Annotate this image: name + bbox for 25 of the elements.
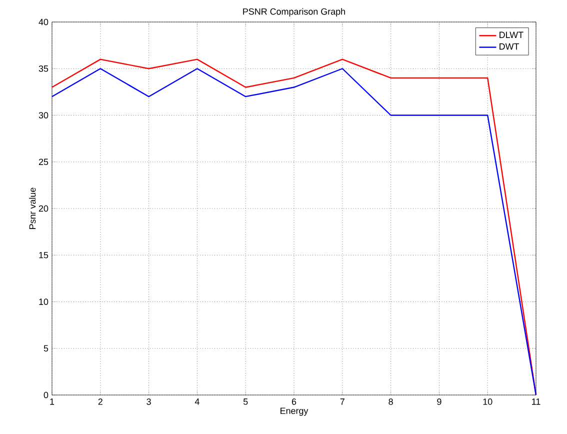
- legend-label: DWT: [500, 43, 520, 50]
- x-tick-label: 11: [532, 398, 540, 405]
- x-tick-label: 4: [194, 398, 200, 405]
- y-tick-label: 15: [39, 252, 48, 258]
- x-tick-label: 5: [243, 398, 248, 405]
- x-tick-label: 1: [50, 398, 54, 405]
- y-tick-label: 25: [38, 158, 48, 166]
- y-tick-label: 40: [38, 18, 48, 26]
- chart-title: PSNR Comparison Graph: [243, 8, 345, 16]
- y-tick-label: 0: [44, 392, 48, 398]
- x-tick-label: 10: [483, 398, 492, 405]
- y-tick-label: 20: [38, 205, 48, 212]
- x-tick-label: 3: [146, 398, 151, 405]
- y-tick-label: 5: [44, 345, 48, 352]
- y-tick-label: 30: [38, 112, 48, 118]
- x-tick-label: 9: [437, 398, 442, 405]
- y-tick-label: 35: [38, 65, 48, 72]
- x-tick-label: 8: [388, 398, 393, 405]
- x-tick-label: 2: [98, 398, 102, 405]
- y-axis-title: Psnr value: [29, 188, 36, 229]
- legend-label: DLWT: [500, 32, 524, 38]
- y-tick-label: 10: [39, 298, 48, 305]
- x-tick-label: 6: [292, 398, 296, 405]
- x-tick-label: 7: [340, 398, 344, 405]
- x-axis-title: Energy: [280, 408, 308, 416]
